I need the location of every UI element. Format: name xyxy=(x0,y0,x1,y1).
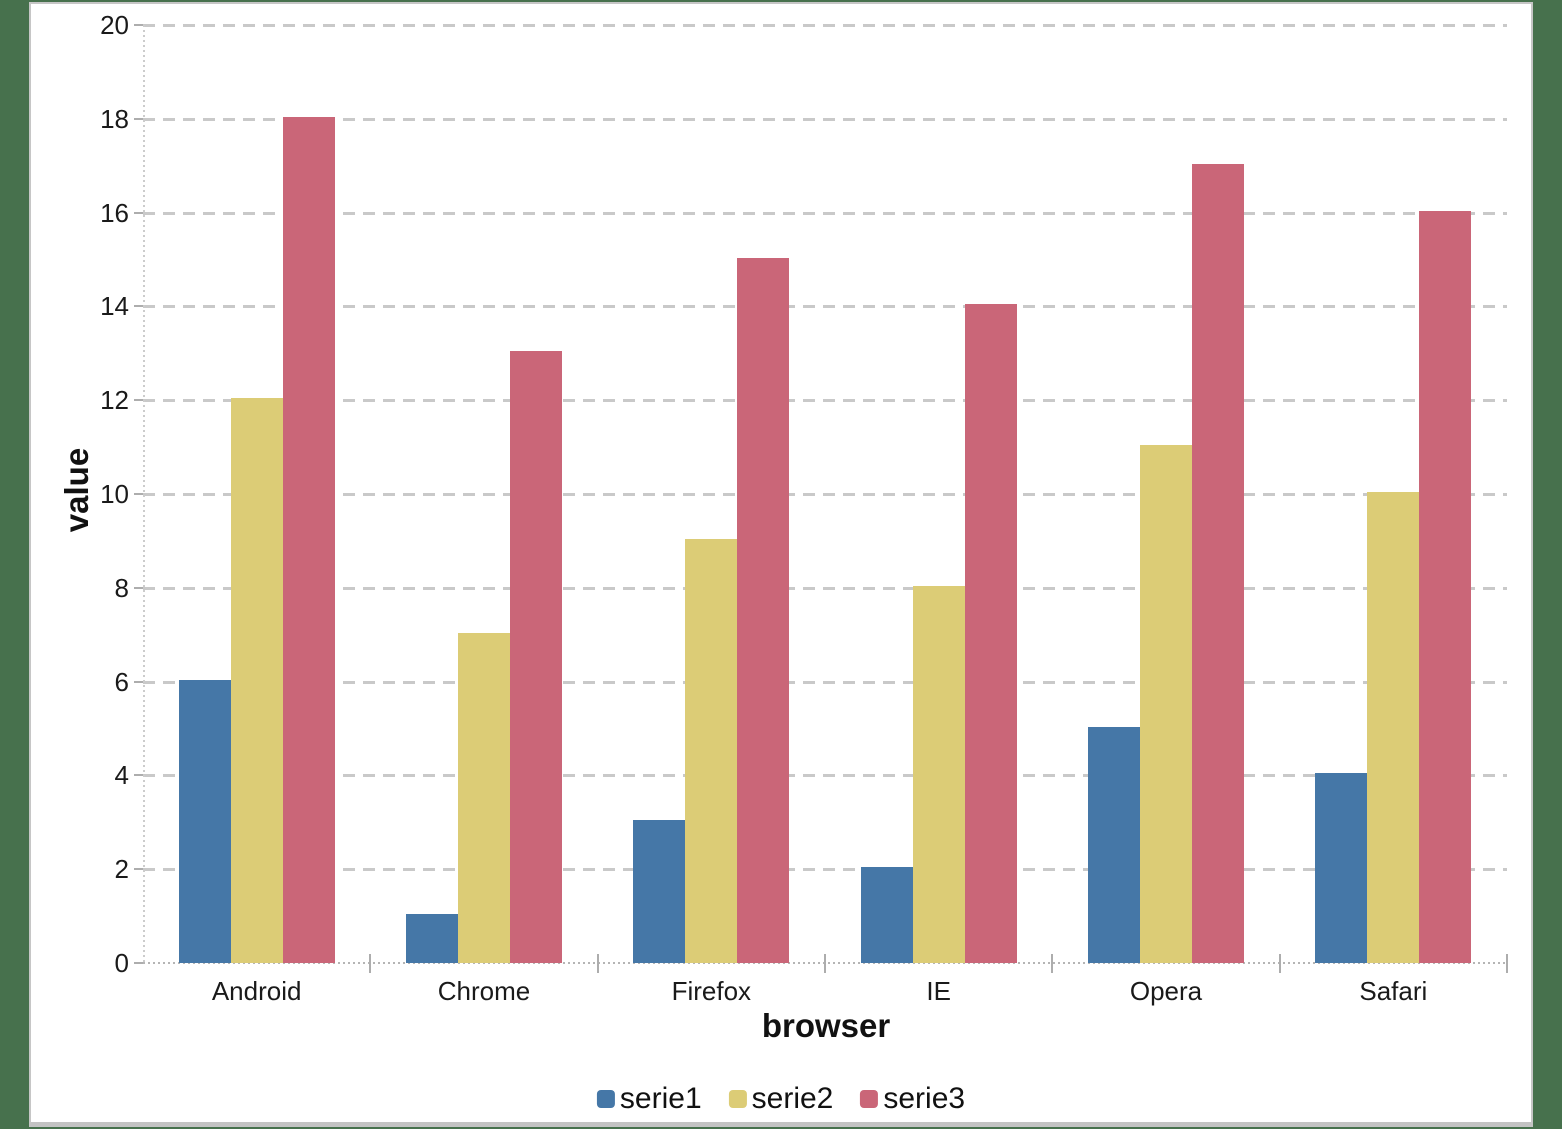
y-tick xyxy=(134,774,143,777)
legend-item-serie3: serie3 xyxy=(860,1082,965,1116)
y-tick-label: 20 xyxy=(100,10,129,40)
bar-serie1-opera xyxy=(1088,726,1140,963)
y-tick-label: 4 xyxy=(114,760,129,791)
x-tick xyxy=(1051,954,1054,973)
bar-serie2-firefox xyxy=(685,538,738,963)
y-axis-title: value xyxy=(58,447,95,533)
y-axis-line xyxy=(143,25,145,963)
bar-serie3-firefox xyxy=(737,257,790,963)
y-tick-label: 12 xyxy=(100,385,129,416)
x-tick xyxy=(369,954,372,973)
bar-serie2-safari xyxy=(1367,492,1420,963)
y-tick-label: 0 xyxy=(114,948,129,978)
bar-serie2-opera xyxy=(1140,445,1192,963)
legend-item-serie2: serie2 xyxy=(728,1082,834,1116)
bar-serie3-opera xyxy=(1192,163,1244,963)
category-label-chrome: Chrome xyxy=(437,976,531,1006)
gridline xyxy=(143,586,1507,590)
bar-serie2-chrome xyxy=(458,632,510,963)
category-label-opera: Opera xyxy=(1129,976,1203,1006)
gridline xyxy=(143,24,1507,27)
y-tick xyxy=(134,399,143,402)
y-tick-label: 10 xyxy=(100,479,129,509)
legend-swatch-serie1 xyxy=(596,1090,615,1108)
y-tick xyxy=(134,305,143,308)
bar-serie2-ie xyxy=(912,585,965,963)
bar-serie3-android xyxy=(282,116,335,963)
gridline xyxy=(143,680,1507,684)
gridline xyxy=(143,493,1507,496)
legend-label: serie2 xyxy=(751,1082,834,1115)
x-tick xyxy=(1278,954,1281,973)
bar-serie1-ie xyxy=(860,867,913,963)
y-tick-label: 8 xyxy=(114,572,129,603)
bar-serie1-firefox xyxy=(633,820,686,963)
bar-serie1-safari xyxy=(1315,773,1368,963)
y-tick xyxy=(134,586,143,589)
y-tick xyxy=(134,493,143,495)
legend: serie1 serie2 serie3 xyxy=(596,1082,965,1116)
y-tick xyxy=(134,868,143,871)
category-label-safari: Safari xyxy=(1359,976,1428,1006)
bar-serie2-android xyxy=(230,398,283,963)
y-tick xyxy=(134,962,143,964)
chart-panel: 0 2 4 6 8 10 12 14 16 18 20 Android Chrome Firefox IE O… xyxy=(29,2,1533,1127)
gridline xyxy=(143,305,1507,309)
gridline xyxy=(143,868,1507,872)
gridline xyxy=(143,774,1507,778)
category-label-android: Android xyxy=(211,976,302,1006)
gridline xyxy=(143,399,1507,403)
category-label-firefox: Firefox xyxy=(671,976,752,1006)
bar-serie1-android xyxy=(178,679,231,963)
y-tick-label: 18 xyxy=(100,103,129,134)
legend-item-serie1: serie1 xyxy=(596,1082,702,1116)
y-tick-label: 2 xyxy=(114,854,129,885)
legend-swatch-serie3 xyxy=(860,1090,879,1108)
x-tick xyxy=(824,954,826,973)
x-tick xyxy=(1506,954,1508,973)
legend-label: serie1 xyxy=(619,1082,702,1115)
gridline xyxy=(143,211,1507,215)
bar-serie3-chrome xyxy=(510,351,562,963)
category-label-ie: IE xyxy=(926,976,951,1006)
y-tick xyxy=(134,24,143,26)
y-tick-label: 16 xyxy=(100,197,129,228)
x-tick xyxy=(596,954,599,973)
bar-serie1-chrome xyxy=(406,914,458,963)
legend-label: serie3 xyxy=(883,1082,966,1115)
y-tick xyxy=(134,680,143,683)
plot-area: 0 2 4 6 8 10 12 14 16 18 20 Android Chrome Firefox IE O… xyxy=(31,4,1531,1122)
x-axis-title: browser xyxy=(761,1007,891,1044)
y-tick-label: 14 xyxy=(100,291,129,322)
y-tick xyxy=(134,211,143,214)
y-tick-label: 6 xyxy=(114,666,129,697)
bar-serie3-ie xyxy=(964,304,1017,963)
legend-swatch-serie2 xyxy=(728,1090,747,1108)
y-tick xyxy=(134,117,143,120)
bar-serie3-safari xyxy=(1419,210,1472,963)
gridline xyxy=(143,117,1507,121)
